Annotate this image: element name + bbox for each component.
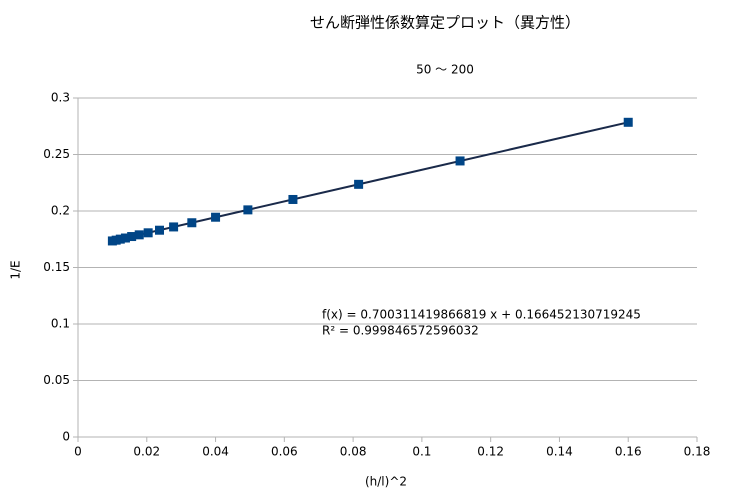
y-tick-label: 0 — [62, 430, 70, 444]
data-point — [120, 233, 130, 243]
chart-title: せん断弾性係数算定プロット（異方性） — [310, 14, 580, 32]
data-point — [187, 218, 197, 228]
y-tick-label: 0.2 — [51, 204, 70, 218]
data-point — [455, 156, 465, 166]
y-tick-label: 0.05 — [43, 373, 70, 387]
data-point — [243, 205, 253, 215]
y-axis-label: 1/E — [9, 260, 23, 279]
x-tick-label: 0.02 — [133, 445, 160, 459]
data-point — [143, 228, 153, 238]
data-point — [288, 194, 298, 204]
x-tick-label: 0 — [74, 445, 82, 459]
x-tick-label: 0.12 — [477, 445, 504, 459]
data-point — [134, 230, 144, 240]
x-tick-label: 0.08 — [340, 445, 367, 459]
data-point — [623, 117, 633, 127]
y-tick-label: 0.3 — [51, 91, 70, 105]
data-point — [169, 222, 179, 232]
x-tick-label: 0.18 — [684, 445, 711, 459]
x-tick-label: 0.04 — [202, 445, 229, 459]
data-point — [127, 232, 137, 242]
data-point — [211, 212, 221, 222]
data-point — [354, 179, 364, 189]
x-axis-label: (h/l)^2 — [365, 475, 407, 489]
data-point — [107, 236, 117, 246]
x-tick-label: 0.16 — [615, 445, 642, 459]
y-tick-label: 0.15 — [43, 260, 70, 274]
x-tick-label: 0.06 — [271, 445, 298, 459]
trendline-equation: f(x) = 0.700311419866819 x + 0.166452130… — [322, 308, 641, 322]
trendline — [112, 121, 629, 242]
trendline-r-squared: R² = 0.999846572596032 — [322, 324, 479, 338]
y-tick-label: 0.1 — [51, 317, 70, 331]
y-tick-label: 0.25 — [43, 147, 70, 161]
x-tick-label: 0.1 — [412, 445, 431, 459]
chart-subtitle: 50 〜 200 — [416, 63, 474, 77]
data-point — [155, 225, 165, 235]
x-tick-label: 0.14 — [546, 445, 573, 459]
